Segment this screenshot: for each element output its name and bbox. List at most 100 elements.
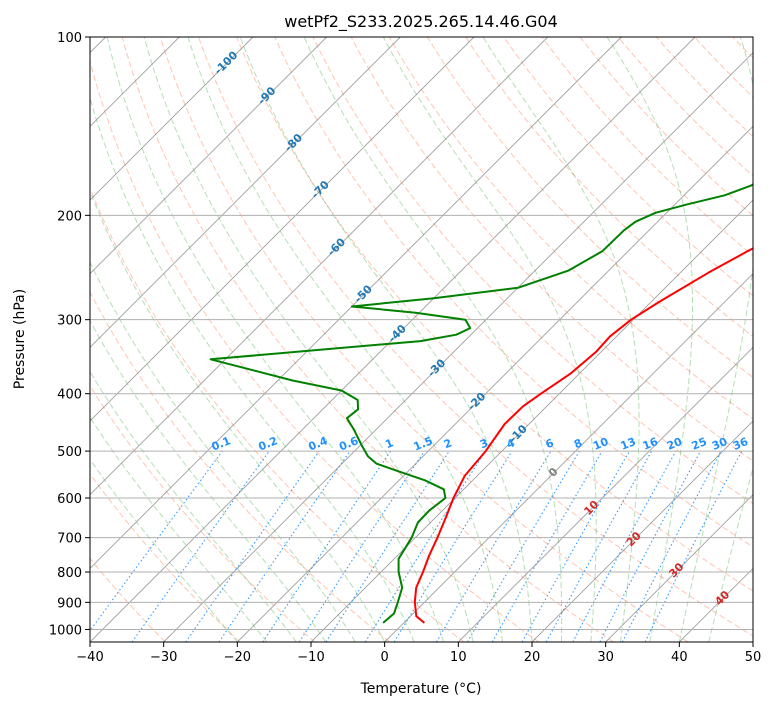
isotherm-label: 0 [546,465,561,480]
mixing-ratio-line [545,450,653,642]
mixing-ratio-line [521,450,630,642]
isotherm-label: 10 [581,498,601,518]
mixing-ratio-line [131,450,270,642]
y-tick-label: 300 [57,314,82,329]
y-axis-label: Pressure (hPa) [12,289,28,389]
x-tick-label: 40 [671,650,688,665]
plot-frame [89,36,754,643]
mixing-ratio-lines [90,450,743,642]
y-tick-label: 600 [57,492,82,507]
y-tick-label: 700 [57,532,82,547]
skewed-isotherm [90,37,327,275]
dry-adiabat [159,37,689,642]
x-tick-label: −10 [297,650,324,665]
skewed-isotherm [90,37,622,569]
mixing-ratio-line [644,450,743,642]
dry-adiabat [655,37,753,138]
skewed-isotherm [90,37,254,201]
skewed-isotherm [752,641,753,642]
dry-adiabat [312,37,753,505]
mixing-ratio-line [467,450,580,642]
dry-adiabat [197,37,753,637]
dry-adiabat [758,24,775,642]
moist-adiabat [106,37,445,642]
y-tick-label: 1000 [49,623,82,638]
dry-adiabat [388,37,753,420]
mixing-ratio-line [218,450,351,642]
mixing-ratio-label: 1 [383,436,395,451]
dry-adiabat [121,37,614,642]
isotherm-label: -60 [325,235,348,258]
mixing-ratio-line [325,450,450,642]
skewed-isotherm [679,567,753,642]
y-tick-label: 900 [57,596,82,611]
moist-adiabat [90,189,386,642]
profiles [209,183,753,624]
isotherm-label: -30 [425,356,448,379]
temperature-profile-line [413,247,753,624]
dry-adiabat [541,37,753,257]
mixing-ratio-line [90,450,223,632]
mixing-ratio-label: 10 [591,435,610,453]
dry-adiabat [503,37,753,297]
y-axis-ticks: 100 200 300 400 500 600 700 800 900 1000 [49,31,90,638]
y-tick-label: 800 [57,566,82,581]
y-tick-label: 500 [57,445,82,460]
y-tick-label: 200 [57,209,82,224]
isotherm-label: -100 [212,48,241,77]
x-tick-label: −40 [76,650,103,665]
isotherm-label: -20 [465,390,488,413]
mixing-ratio-label: 13 [619,435,638,453]
dewpoint-profile-line [209,183,753,624]
moist-adiabat [143,37,474,642]
mixing-ratio-line [185,450,320,642]
skewed-isotherm [237,125,753,642]
skewed-isotherm [310,199,753,642]
moist-adiabat [90,260,356,642]
chart-title: wetPf2_S233.2025.265.14.46.G04 [284,12,558,32]
dry-adiabat [90,186,465,642]
mixing-ratio-label: 2 [442,436,454,451]
mixing-ratio-label: 36 [731,435,750,453]
mixing-ratio-line [393,450,513,642]
skewed-isotherm [90,37,475,422]
dry-adiabat [90,384,316,642]
dry-adiabat [732,37,753,59]
moist-adiabat [239,37,533,642]
mixing-ratio-label: 3 [478,436,490,451]
isotherm-label: 40 [712,588,732,608]
dry-adiabat [579,37,753,217]
mixing-ratio-label: 8 [572,436,584,451]
mixing-ratio-line [262,450,392,642]
skewed-isotherm [90,37,401,348]
x-axis-label: Temperature (°C) [360,681,482,697]
moist-adiabat [382,37,597,642]
x-tick-label: 50 [745,650,762,665]
pressure-grid [90,37,753,630]
mixing-ratio-line [572,450,677,642]
mixing-ratio-line [298,450,425,642]
skewed-isotherm [458,346,753,642]
moist-adiabat [678,37,753,642]
isotherm-label: -50 [352,282,375,305]
moist-adiabat [303,37,563,642]
dry-adiabat [90,59,540,642]
dry-adiabat [90,557,166,642]
skewed-isotherm [90,37,696,642]
skewed-isotherm [163,52,753,642]
dry-adiabat [426,37,753,379]
isotherm-label: -70 [309,178,332,201]
x-tick-label: 20 [524,650,541,665]
x-tick-label: −20 [224,650,251,665]
y-tick-label: 400 [57,388,82,403]
dry-adiabat [90,472,241,642]
moist-adiabat [90,458,238,642]
x-axis-ticks: −40 −30 −20 −10 0 10 20 30 40 50 [76,642,761,665]
y-tick-label: 100 [57,31,82,46]
moist-adiabat [90,416,268,642]
isotherm-label: -80 [282,131,305,154]
mixing-ratio-label: 16 [641,435,660,453]
x-tick-label: 30 [597,650,614,665]
